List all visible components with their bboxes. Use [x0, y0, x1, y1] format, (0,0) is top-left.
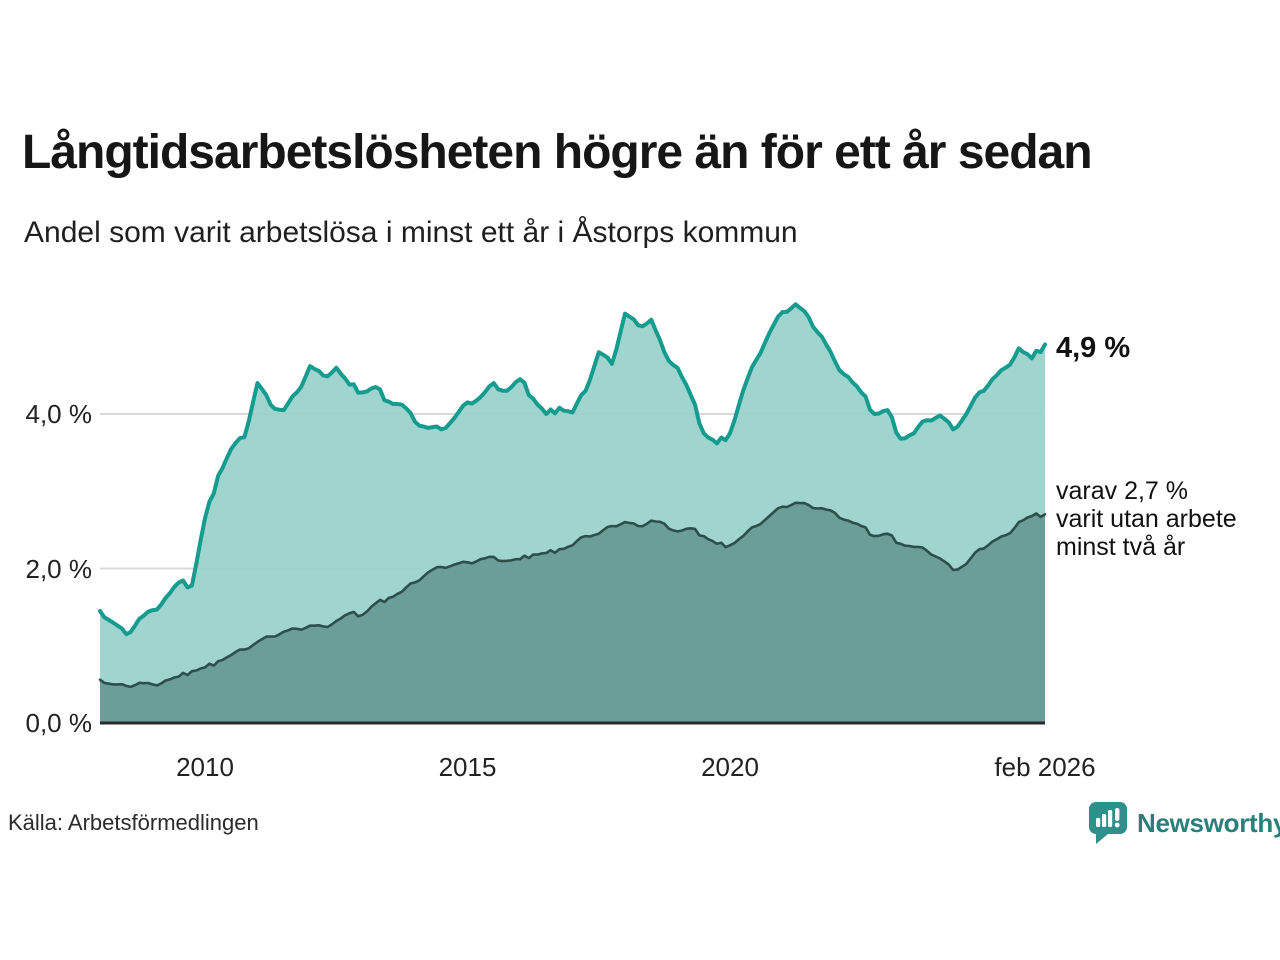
x-tick-label: feb 2026: [994, 752, 1096, 782]
verylong-series-area: [100, 502, 1045, 723]
x-tick-label: 2010: [176, 752, 234, 782]
secondary-series-label-line3: minst två år: [1056, 533, 1186, 561]
verylong-series-line: [98, 501, 1047, 689]
longterm-series-line: [98, 302, 1047, 637]
brand-name: Newsworthy: [1137, 807, 1280, 838]
secondary-series-label: varav 2,7 % varit utan arbete minst två …: [1056, 477, 1237, 561]
secondary-series-label-line1: varav 2,7 %: [1056, 477, 1189, 505]
x-tick-label: 2015: [438, 752, 497, 782]
secondary-series-label-line2: varit utan arbete: [1056, 505, 1237, 533]
y-tick-label: 4,0 %: [25, 399, 93, 429]
page-title: Långtidsarbetslösheten högre än för ett …: [22, 126, 1093, 179]
x-tick-label: 2020: [701, 752, 759, 782]
y-tick-label: 2,0 %: [25, 553, 93, 584]
latest-value-label: 4,9 %: [1056, 332, 1131, 364]
newsworthy-icon: [1089, 802, 1127, 844]
brand-logo: Newsworthy: [1088, 801, 1280, 845]
page-subtitle: Andel som varit arbetslösa i minst ett å…: [24, 216, 798, 249]
y-tick-label: 0,0 %: [25, 708, 93, 738]
source-caption: Källa: Arbetsförmedlingen: [8, 810, 259, 835]
